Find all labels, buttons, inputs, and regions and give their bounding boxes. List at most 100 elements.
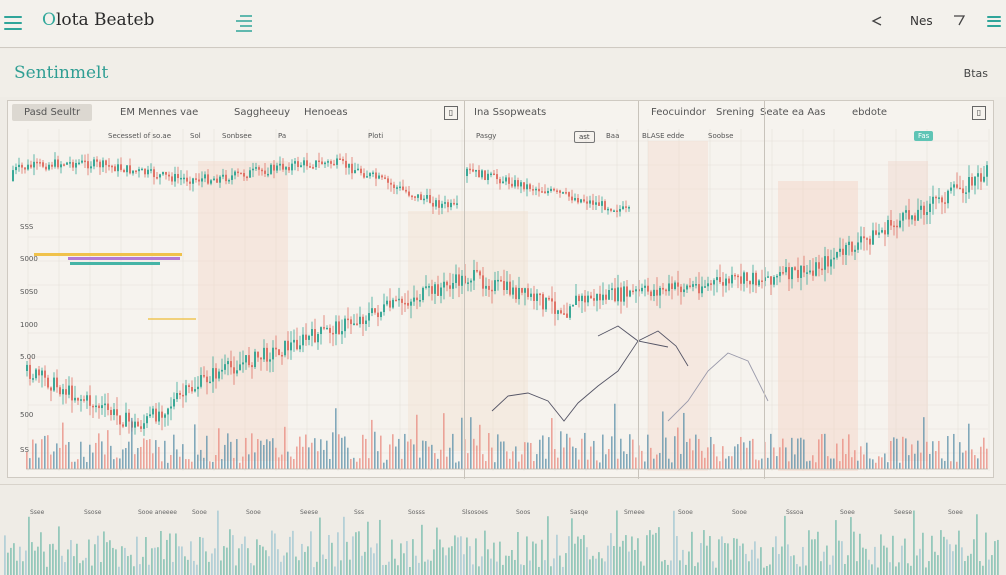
candle-body — [33, 161, 35, 168]
volume-bar — [200, 449, 202, 469]
candle-body — [503, 280, 505, 291]
strip-label: Sooe — [192, 509, 207, 516]
candle-body — [180, 177, 182, 180]
strip-bar — [454, 535, 456, 575]
tab-feocuindor[interactable]: Feocuindor — [651, 107, 707, 118]
candle-body — [635, 289, 637, 292]
strip-bar — [718, 539, 720, 575]
tab-srening[interactable]: Srening — [716, 107, 755, 118]
candle-body — [107, 403, 109, 410]
strip-bar — [610, 533, 612, 575]
candle-body — [444, 202, 446, 204]
volume-bar — [689, 438, 691, 469]
candle-body — [590, 295, 592, 299]
strip-bar — [973, 539, 975, 575]
strip-bar — [706, 545, 708, 575]
tab-ebdote[interactable]: ebdote — [852, 107, 888, 118]
strip-bar — [391, 539, 393, 575]
strip-bar — [820, 561, 822, 575]
candle-body — [644, 285, 646, 288]
strip-bar — [73, 556, 75, 575]
volume-bar — [857, 460, 859, 469]
strip-label: Ssose — [84, 509, 102, 516]
panel-divider[interactable] — [764, 101, 765, 479]
volume-bar — [977, 458, 979, 469]
candle-body — [815, 262, 817, 276]
strip-bar — [403, 553, 405, 575]
strip-bar — [112, 547, 114, 575]
candle-body — [515, 287, 517, 300]
center-menu-button[interactable] — [234, 12, 254, 34]
volume-bar — [251, 433, 253, 469]
volume-bar — [959, 442, 961, 469]
volume-bar — [410, 439, 412, 469]
candle-body — [599, 293, 601, 301]
strip-bar — [601, 558, 603, 575]
settings-menu-button[interactable] — [986, 14, 1002, 28]
strip-bar — [844, 563, 846, 575]
volume-bar — [407, 441, 409, 469]
candle-body — [593, 298, 595, 301]
strip-bar — [715, 567, 717, 575]
panel-expand-icon[interactable]: ▯ — [444, 106, 458, 120]
candle-body — [224, 364, 226, 370]
candle-body — [134, 421, 136, 428]
strip-bar — [262, 546, 264, 575]
candle-body — [575, 295, 577, 305]
candle-body — [309, 166, 311, 168]
volume-bar — [854, 450, 856, 469]
candle-body — [153, 169, 155, 178]
volume-bar — [761, 458, 763, 469]
volume-bar — [104, 454, 106, 469]
tab-pasd-seultr[interactable]: Pasd Seultr — [12, 104, 93, 121]
strip-bar — [100, 562, 102, 575]
strip-bar — [70, 540, 72, 575]
candle-body — [120, 164, 122, 170]
candle-body — [293, 339, 295, 343]
candle-body — [493, 173, 495, 176]
candle-body — [659, 287, 661, 296]
panel-expand-icon[interactable]: ▯ — [972, 106, 986, 120]
nav-link[interactable]: Nes — [910, 14, 933, 28]
volume-bar — [260, 440, 262, 469]
volume-bar — [560, 431, 562, 469]
candle-body — [851, 241, 853, 252]
candle-body — [132, 170, 134, 174]
back-button[interactable] — [866, 13, 884, 29]
volume-bar — [194, 424, 196, 469]
candle-body — [812, 270, 814, 276]
strip-label: Sss — [354, 509, 365, 516]
candle-body — [375, 172, 377, 179]
candle-body — [469, 168, 471, 171]
candle-body — [647, 285, 649, 292]
strip-bar — [22, 561, 24, 575]
candle-body — [150, 169, 152, 171]
candle-body — [785, 267, 787, 273]
candle-body — [656, 289, 658, 296]
candle-body — [611, 288, 613, 291]
filter-button[interactable] — [952, 13, 966, 27]
color-wash — [408, 211, 528, 451]
menu-button[interactable] — [4, 14, 22, 32]
volume-bar — [770, 433, 772, 469]
volume-bar — [722, 446, 724, 469]
candle-body — [641, 287, 643, 292]
tab-ina-ssopweats[interactable]: Ina Ssopweats — [474, 107, 547, 118]
panel-divider[interactable] — [638, 101, 639, 479]
tab-henoeas[interactable]: Henoeas — [304, 107, 348, 118]
volume-bar — [428, 446, 430, 469]
candle-body — [527, 288, 529, 297]
strip-bar — [451, 546, 453, 575]
candle-body — [237, 171, 239, 174]
strip-bar — [583, 535, 585, 575]
candle-body — [583, 199, 585, 202]
tab-em-mennes[interactable]: EM Mennes vae — [120, 107, 199, 118]
tab-seate-ea-aas[interactable]: Seate ea Aas — [760, 107, 826, 118]
page-action-link[interactable]: Btas — [963, 67, 988, 80]
volume-bar — [440, 449, 442, 469]
candle-body — [610, 208, 612, 211]
volume-bar — [509, 458, 511, 469]
strip-bar — [577, 536, 579, 575]
panel-divider[interactable] — [464, 101, 465, 479]
tab-saggheeuy[interactable]: Saggheeuy — [234, 107, 291, 118]
